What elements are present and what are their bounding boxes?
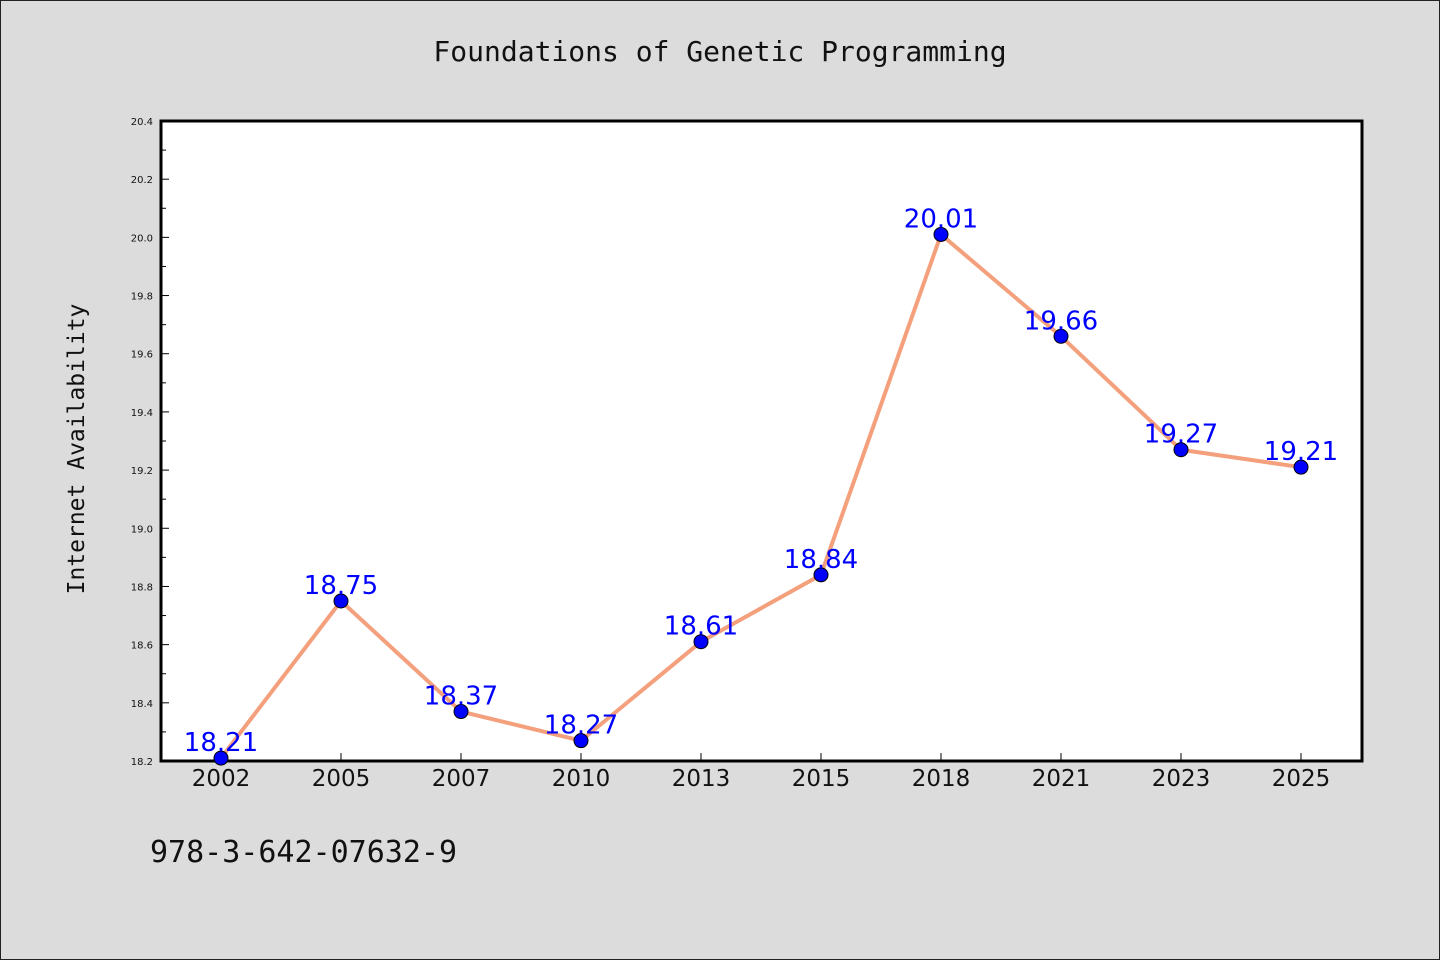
data-point	[693, 634, 709, 650]
y-tick-label: 18.4	[131, 699, 153, 710]
data-label: 18.21	[184, 728, 258, 758]
data-label: 18.84	[784, 545, 858, 575]
data-point	[933, 226, 949, 242]
chart-title: Foundations of Genetic Programming	[433, 35, 1007, 68]
data-point	[453, 704, 469, 720]
x-tick-label: 2021	[1032, 766, 1091, 792]
x-tick-label: 2005	[312, 766, 371, 792]
y-tick-label: 19.2	[131, 466, 153, 477]
y-tick-label: 19.6	[131, 350, 153, 361]
series-line	[219, 232, 1302, 760]
isbn-footnote: 978-3-642-07632-9	[150, 835, 458, 870]
x-tick-label: 2013	[672, 766, 731, 792]
data-label: 20.01	[904, 204, 978, 234]
data-labels: 18.21 18.75 18.37 18.27 18.61 18.84 20.01 19.66…	[184, 204, 1338, 758]
x-axis: 2002 2005 2007 2010 2013 2015 2018 2021 2023 2025	[192, 753, 1331, 792]
data-label: 18.27	[544, 711, 618, 741]
x-tick-label: 2018	[912, 766, 971, 792]
y-tick-label: 18.6	[131, 641, 153, 652]
data-markers	[213, 226, 1309, 766]
data-point	[213, 750, 229, 766]
data-point	[813, 567, 829, 583]
x-tick-label: 2002	[192, 766, 251, 792]
data-label: 18.61	[664, 612, 738, 642]
y-tick-label: 18.2	[131, 757, 153, 768]
y-tick-label: 20.0	[131, 233, 153, 244]
x-tick-label: 2010	[552, 766, 611, 792]
data-point	[1293, 459, 1309, 475]
y-tick-label: 20.2	[131, 175, 153, 186]
data-label: 19.27	[1144, 420, 1218, 450]
y-tick-label: 19.4	[131, 408, 153, 419]
y-tick-label: 18.8	[131, 582, 153, 593]
data-point	[1173, 442, 1189, 458]
data-point	[573, 733, 589, 749]
x-tick-label: 2007	[432, 766, 491, 792]
x-tick-label: 2025	[1272, 766, 1331, 792]
plot-area	[159, 119, 1364, 763]
data-label: 18.75	[304, 571, 378, 601]
x-tick-label: 2023	[1152, 766, 1211, 792]
data-point	[333, 593, 349, 609]
x-tick-label: 2015	[792, 766, 851, 792]
data-label: 19.21	[1264, 437, 1338, 467]
y-tick-label: 19.8	[131, 292, 153, 303]
y-tick-label: 19.0	[131, 524, 153, 535]
data-point	[1053, 328, 1069, 344]
y-tick-label: 20.4	[131, 117, 153, 128]
data-label: 19.66	[1024, 306, 1098, 336]
y-axis: 18.2 18.4 18.6 18.8 19.0 19.2 19.4 19.6 19.8 20.0…	[131, 117, 169, 768]
data-label: 18.37	[424, 682, 498, 712]
